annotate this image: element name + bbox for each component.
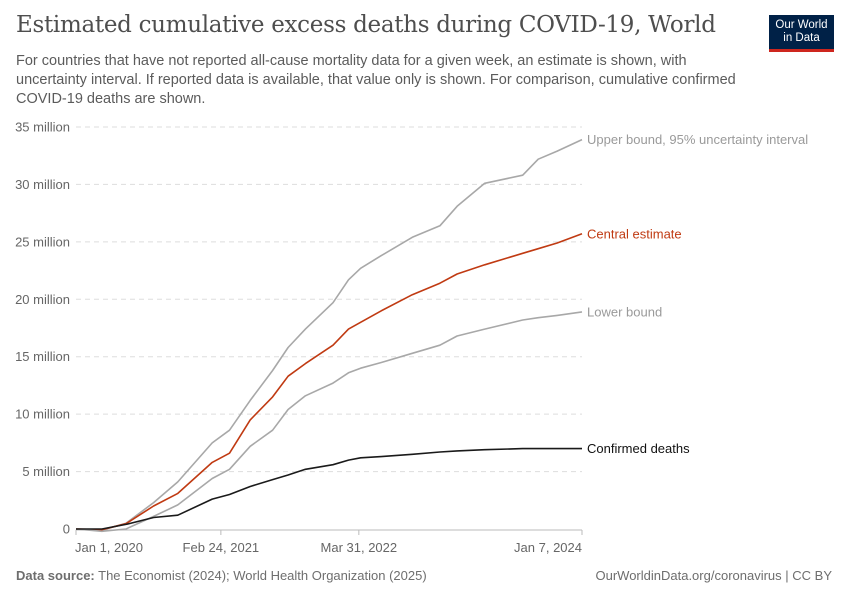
data-source-label: Data source:: [16, 568, 95, 583]
series-label: Upper bound, 95% uncertainty interval: [587, 132, 808, 147]
y-tick-label: 10 million: [15, 407, 70, 422]
series-line-central-estimate: [75, 233, 583, 531]
series-line-upper-bound-95-uncertainty-interval: [75, 138, 583, 531]
y-tick-label: 15 million: [15, 349, 70, 364]
x-tick-label: Jan 1, 2020: [75, 540, 143, 555]
series-label: Central estimate: [587, 226, 682, 241]
x-tick-label: Feb 24, 2021: [183, 540, 260, 555]
line-chart: 0 5 million 10 million 15 million 20 million…: [15, 120, 808, 556]
y-tick-label: 5 million: [22, 464, 70, 479]
data-source: Data source: The Economist (2024); World…: [16, 568, 427, 583]
subtitle: For countries that have not reported all…: [16, 53, 736, 107]
data-source-text: The Economist (2024); World Health Organ…: [94, 568, 427, 583]
owid-logo[interactable]: Our World in Data: [769, 15, 834, 52]
y-tick-label: 30 million: [15, 177, 70, 192]
y-tick-label: 20 million: [15, 292, 70, 307]
y-tick-label: 0: [63, 522, 70, 537]
series-line-lower-bound: [75, 311, 583, 533]
y-tick-label: 25 million: [15, 234, 70, 249]
x-tick-label: Mar 31, 2022: [321, 540, 398, 555]
series-line-confirmed-deaths: [76, 447, 582, 530]
series-label: Lower bound: [587, 304, 662, 319]
x-tick-label: Jan 7, 2024: [514, 540, 582, 555]
series-label: Confirmed deaths: [587, 441, 690, 456]
page-title: Estimated cumulative excess deaths durin…: [16, 12, 716, 38]
y-tick-label: 35 million: [15, 120, 70, 135]
footer-url[interactable]: OurWorldinData.org/coronavirus | CC BY: [595, 568, 832, 583]
